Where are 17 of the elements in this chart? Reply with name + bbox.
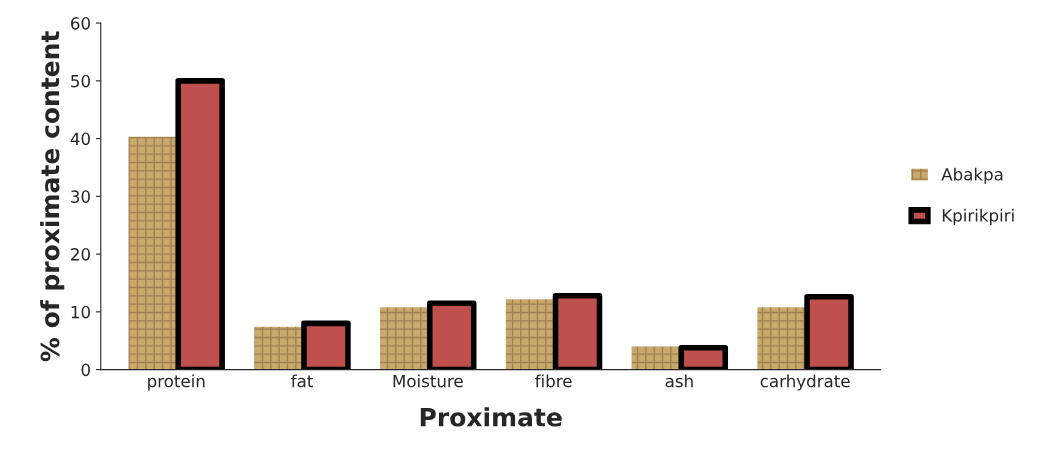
- y-axis-title: % of proximate content: [40, 31, 65, 362]
- x-tick-label: fat: [291, 374, 313, 388]
- x-tick-label: carhydrate: [760, 374, 850, 391]
- legend-label: Kpirikpiri: [942, 208, 1014, 225]
- x-tick-label: protein: [148, 374, 205, 391]
- y-tick-label: 60: [71, 17, 90, 30]
- y-tick-label: 20: [71, 248, 90, 261]
- x-tick-label: ash: [665, 374, 693, 388]
- x-tick-label: fibre: [535, 374, 572, 388]
- y-tick-label: 40: [70, 132, 90, 146]
- y-tick-label: 0: [81, 363, 90, 377]
- x-axis-title: Proximate: [420, 407, 562, 427]
- y-tick-label: 50: [71, 74, 90, 88]
- y-tick-label: 30: [71, 190, 90, 203]
- x-tick-label: Moisture: [393, 374, 463, 388]
- y-tick-label: 10: [71, 305, 90, 319]
- legend-label: Abakpa: [941, 167, 1003, 184]
